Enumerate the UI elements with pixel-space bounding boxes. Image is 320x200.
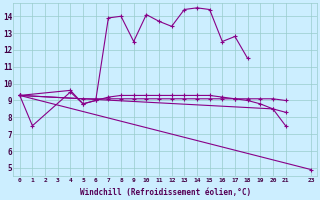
X-axis label: Windchill (Refroidissement éolien,°C): Windchill (Refroidissement éolien,°C)	[80, 188, 251, 197]
